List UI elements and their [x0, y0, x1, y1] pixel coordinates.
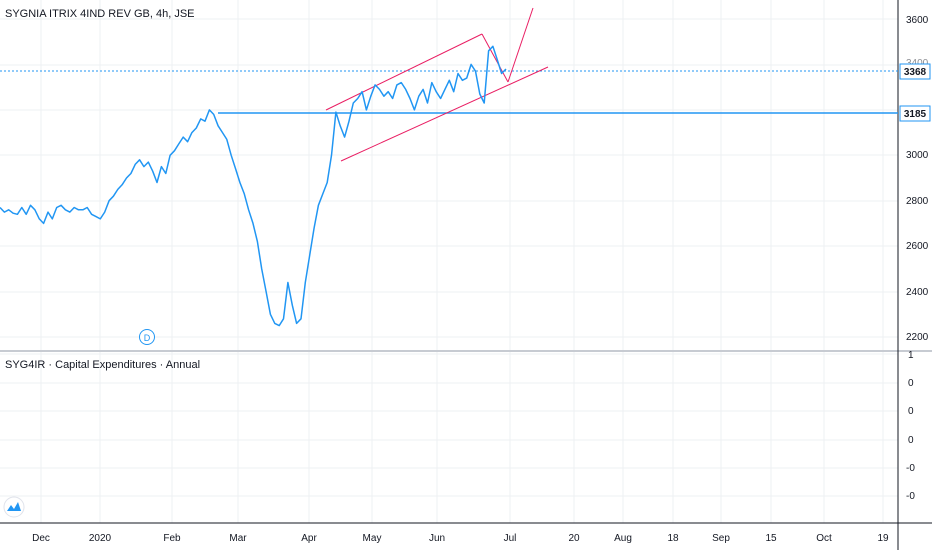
channel-drawing[interactable] [325, 7, 549, 162]
time-tick-label: Sep [712, 533, 730, 544]
indicator-tick-label: -0 [906, 491, 915, 502]
time-tick-label: Aug [614, 533, 632, 544]
price-tick-label: 2600 [906, 241, 929, 252]
time-tick-label: 18 [667, 533, 679, 544]
indicator-title: SYG4IR · Capital Expenditures · Annual [5, 359, 200, 371]
time-tick-label: Jun [429, 533, 445, 544]
time-tick-label: Jul [504, 533, 517, 544]
logo-icon [7, 502, 21, 511]
time-tick-label: Dec [32, 533, 50, 544]
time-axis[interactable]: Dec 2020 Feb Mar Apr May Jun Jul 20 Aug … [32, 533, 889, 544]
dividend-marker-icon[interactable] [139, 329, 155, 345]
time-tick-label: Mar [229, 533, 247, 544]
chart-title: SYGNIA ITRIX 4IND REV GB, 4h, JSE [5, 8, 195, 20]
indicator-axis[interactable]: 1 0 0 0 -0 -0 [906, 350, 915, 502]
dividend-marker[interactable]: D [139, 329, 155, 345]
price-tag-3368-label: 3368 [904, 67, 927, 78]
price-tag-3368[interactable]: 3368 [899, 63, 931, 80]
indicator-tick-label: 0 [908, 435, 914, 446]
main-pane[interactable] [0, 0, 898, 349]
tradingview-logo[interactable] [3, 496, 25, 518]
price-tick-label: 3600 [906, 15, 929, 26]
price-tag-3185[interactable]: 3185 [899, 105, 931, 122]
price-tag-3185-label: 3185 [904, 109, 927, 120]
channel-upper-line[interactable] [325, 33, 483, 111]
dividend-marker-label: D [144, 333, 151, 343]
channel-lower-line[interactable] [340, 66, 549, 162]
time-tick-label: 20 [568, 533, 580, 544]
projection-up-line[interactable] [507, 7, 534, 83]
time-tick-label: Apr [301, 533, 317, 544]
time-tick-label: 15 [765, 533, 777, 544]
time-tick-label: May [363, 533, 382, 544]
indicator-tick-label: 0 [908, 406, 914, 417]
price-tick-label: 2400 [906, 287, 929, 298]
indicator-tick-label: -0 [906, 463, 915, 474]
indicator-pane[interactable] [0, 353, 898, 523]
indicator-tick-label: 1 [908, 350, 914, 361]
price-tick-label: 2200 [906, 332, 929, 343]
time-tick-label: 2020 [89, 533, 112, 544]
price-tick-label: 2800 [906, 196, 929, 207]
time-tick-label: Feb [163, 533, 181, 544]
price-tick-label: 3000 [906, 150, 929, 161]
time-tick-label: 19 [877, 533, 889, 544]
projection-down-line[interactable] [481, 33, 509, 83]
indicator-tick-label: 0 [908, 378, 914, 389]
time-tick-label: Oct [816, 533, 832, 544]
price-series-line[interactable] [0, 45, 507, 327]
